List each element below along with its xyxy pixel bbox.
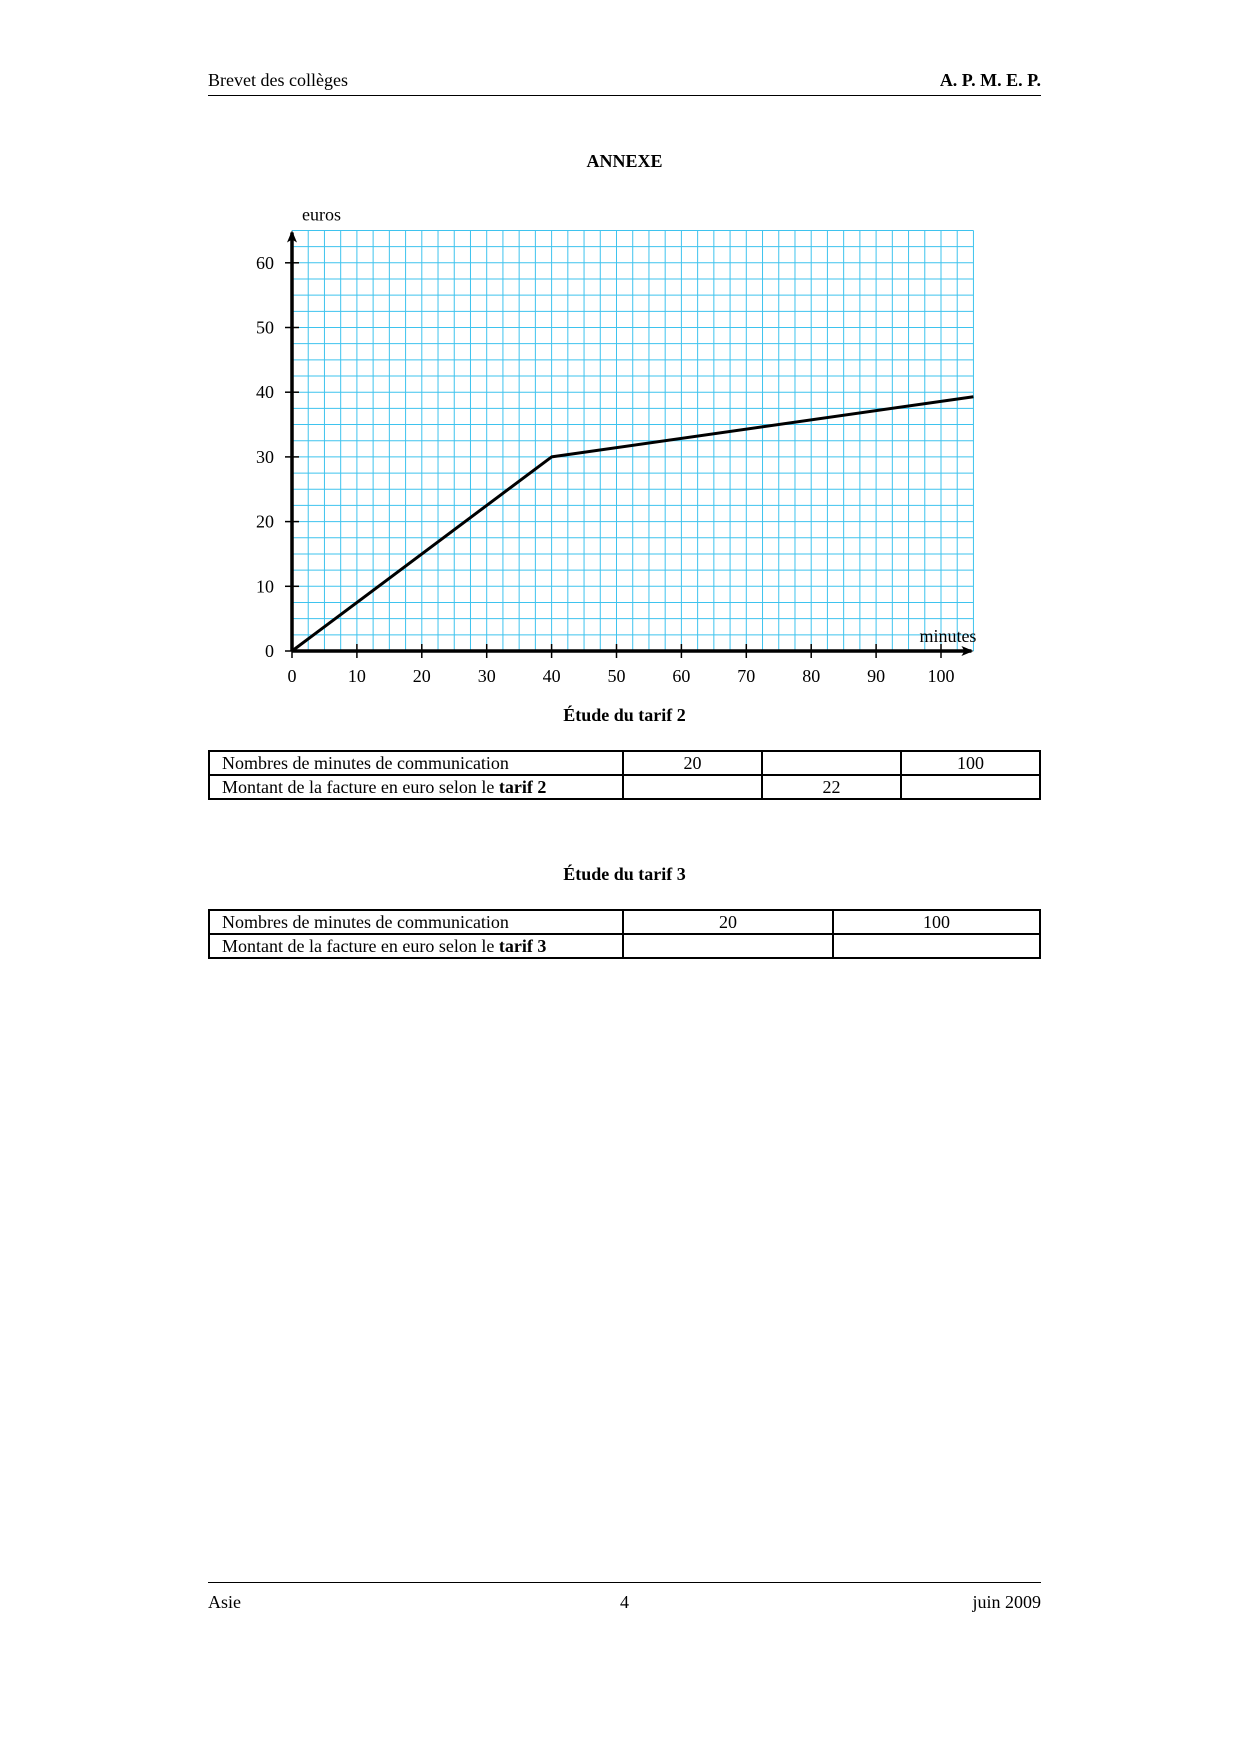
row-label: Montant de la facture en euro selon le t… (208, 774, 624, 800)
table-row: Montant de la facture en euro selon le t… (208, 774, 1041, 800)
row-label-bold: tarif 2 (498, 777, 547, 797)
header-right: A. P. M. E. P. (939, 70, 1041, 90)
x-tick-label: 40 (543, 666, 561, 686)
table-cell: 22 (761, 774, 902, 800)
table-cell (761, 750, 902, 776)
x-tick-label: 70 (737, 666, 755, 686)
page-number: 4 (620, 1592, 629, 1612)
table2-title: Étude du tarif 2 (563, 705, 686, 725)
footer-left: Asie (208, 1592, 241, 1612)
header-left: Brevet des collèges (208, 70, 348, 90)
table-cell: 100 (832, 909, 1041, 935)
y-tick-label: 50 (256, 318, 274, 338)
table-tarif2: Nombres de minutes de communication 20 1… (208, 750, 1041, 800)
x-axis-label: minutes (919, 626, 976, 646)
table-cell: 100 (900, 750, 1041, 776)
y-axis-arrow (287, 230, 297, 243)
table-cell (622, 933, 834, 959)
x-tick-label: 80 (802, 666, 820, 686)
table-tarif3: Nombres de minutes de communication 20 1… (208, 909, 1041, 959)
row-label: Nombres de minutes de communication (208, 750, 624, 776)
x-tick-label: 20 (413, 666, 431, 686)
page-title: ANNEXE (586, 151, 663, 171)
header-rule (208, 95, 1041, 96)
x-axis-arrow (961, 646, 974, 656)
x-tick-label: 0 (288, 666, 297, 686)
x-tick-label: 30 (478, 666, 496, 686)
table-cell (832, 933, 1041, 959)
table-row: Nombres de minutes de communication 20 1… (208, 909, 1041, 935)
y-tick-label: 20 (256, 512, 274, 532)
series-line (291, 395, 974, 653)
y-tick-label: 10 (256, 576, 274, 596)
table3-title: Étude du tarif 3 (563, 864, 686, 884)
footer-rule (208, 1582, 1041, 1583)
x-tick-label: 90 (867, 666, 885, 686)
footer-right: juin 2009 (972, 1592, 1041, 1612)
x-tick-label: 100 (928, 666, 955, 686)
row-label-bold: tarif 3 (498, 936, 547, 956)
x-tick-label: 10 (348, 666, 366, 686)
table-cell (900, 774, 1041, 800)
row-label-text: Montant de la facture en euro selon le (222, 936, 499, 956)
row-label: Nombres de minutes de communication (208, 909, 624, 935)
y-axis-label: euros (302, 204, 341, 224)
table-cell (622, 774, 763, 800)
chart: 0 10 20 30 40 50 60 70 80 90 100 0 10 20 30 40 50 60 euros… (256, 204, 976, 686)
row-label: Montant de la facture en euro selon le t… (208, 933, 624, 959)
table-cell: 20 (622, 909, 834, 935)
table-row: Nombres de minutes de communication 20 1… (208, 750, 1041, 776)
table-row: Montant de la facture en euro selon le t… (208, 933, 1041, 959)
table-cell: 20 (622, 750, 763, 776)
y-tick-label: 30 (256, 447, 274, 467)
y-tick-label: 60 (256, 253, 274, 273)
x-tick-label: 50 (608, 666, 626, 686)
y-tick-label: 0 (265, 641, 274, 661)
y-tick-label: 40 (256, 382, 274, 402)
x-tick-label: 60 (672, 666, 690, 686)
row-label-text: Montant de la facture en euro selon le (222, 777, 499, 797)
